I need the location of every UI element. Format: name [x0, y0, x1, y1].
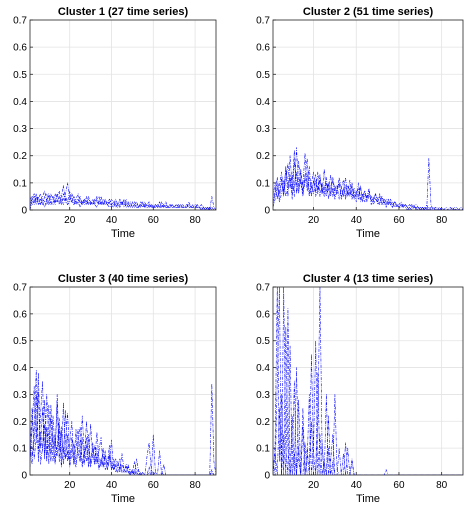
x-tick-label: 60 [393, 215, 405, 226]
series-line-4 [30, 391, 216, 475]
axes-box [29, 19, 217, 211]
x-tick-label: 20 [64, 215, 76, 226]
series-line-4 [273, 171, 463, 210]
y-tick-label: 0.2 [256, 417, 270, 428]
series-line-1 [273, 149, 463, 210]
y-tick-label: 0.1 [256, 178, 270, 189]
series-line-3 [30, 190, 216, 210]
x-tick-label: 60 [393, 480, 405, 491]
panel-title: Cluster 4 (13 time series) [303, 273, 434, 285]
chart-panel-4: 0 0.1 0.2 0.3 0.4 0.5 0.6 0.7 20 40 60 80 Cluster 4 … [256, 273, 464, 505]
x-tick-label: 20 [308, 215, 320, 226]
y-tick-label: 0 [21, 206, 27, 217]
x-tick-label: 40 [106, 480, 118, 491]
plot-area [30, 20, 216, 210]
x-tick-label: 80 [190, 215, 202, 226]
y-tick-label: 0.4 [256, 97, 270, 108]
panel-title: Cluster 1 (27 time series) [58, 6, 189, 18]
y-tick-label: 0.1 [13, 444, 27, 455]
y-tick-label: 0.7 [13, 16, 27, 27]
axes-box [272, 286, 464, 476]
y-tick-label: 0.1 [256, 444, 270, 455]
y-tick-label: 0 [264, 206, 270, 217]
y-tick-label: 0.5 [256, 336, 270, 347]
x-tick-label: 60 [148, 480, 160, 491]
chart-panel-1: 0 0.1 0.2 0.3 0.4 0.5 0.6 0.7 20 40 60 80 Cluster 1 … [13, 6, 217, 240]
x-tick-label: 80 [436, 480, 448, 491]
y-tick-label: 0.7 [256, 283, 270, 294]
series-line-1 [30, 372, 216, 475]
y-tick-label: 0.7 [256, 16, 270, 27]
y-tick-label: 0.6 [13, 43, 27, 54]
series-group [30, 182, 216, 210]
y-tick-label: 0.7 [13, 283, 27, 294]
series-line-2 [30, 369, 216, 475]
chart-panel-3: 0 0.1 0.2 0.3 0.4 0.5 0.6 0.7 20 40 60 80 Cluster 3 … [13, 273, 217, 505]
panel-title: Cluster 2 (51 time series) [303, 6, 434, 18]
plot-area [30, 287, 216, 475]
y-tick-label: 0.4 [13, 363, 27, 374]
y-tick-label: 0.5 [256, 70, 270, 81]
x-axis-label: Time [356, 228, 380, 240]
series-line-2 [273, 147, 463, 210]
x-tick-label: 80 [436, 215, 448, 226]
y-tick-label: 0.6 [256, 43, 270, 54]
y-tick-label: 0.2 [13, 417, 27, 428]
y-tick-label: 0.6 [13, 309, 27, 320]
series-line-4 [30, 193, 216, 210]
series-line-1 [30, 185, 216, 210]
y-tick-label: 0 [21, 471, 27, 482]
y-tick-label: 0.2 [256, 151, 270, 162]
plot-area [273, 287, 463, 475]
y-tick-label: 0.5 [13, 70, 27, 81]
x-axis-label: Time [111, 493, 135, 505]
y-tick-label: 0.5 [13, 336, 27, 347]
x-tick-label: 40 [351, 215, 363, 226]
x-tick-label: 80 [190, 480, 202, 491]
x-tick-label: 60 [148, 215, 160, 226]
y-tick-label: 0 [264, 471, 270, 482]
x-tick-label: 20 [64, 480, 76, 491]
series-group [273, 147, 463, 210]
x-tick-label: 20 [308, 480, 320, 491]
panel-title: Cluster 3 (40 time series) [58, 273, 189, 285]
y-tick-label: 0.3 [256, 124, 270, 135]
axes-box [29, 286, 217, 476]
plot-area [273, 20, 463, 210]
y-tick-label: 0.4 [13, 97, 27, 108]
series-group [30, 369, 216, 475]
chart-panel-2: 0 0.1 0.2 0.3 0.4 0.5 0.6 0.7 20 40 60 80 Cluster 2 … [256, 6, 464, 240]
x-axis-label: Time [356, 493, 380, 505]
y-tick-label: 0.2 [13, 151, 27, 162]
x-tick-label: 40 [351, 480, 363, 491]
x-tick-label: 40 [106, 215, 118, 226]
y-tick-label: 0.3 [13, 124, 27, 135]
y-tick-label: 0.4 [256, 363, 270, 374]
series-line-3 [273, 152, 463, 210]
y-tick-label: 0.3 [13, 390, 27, 401]
y-tick-label: 0.1 [13, 178, 27, 189]
y-tick-label: 0.3 [256, 390, 270, 401]
axes-box [272, 19, 464, 211]
y-tick-label: 0.6 [256, 309, 270, 320]
x-axis-label: Time [111, 228, 135, 240]
